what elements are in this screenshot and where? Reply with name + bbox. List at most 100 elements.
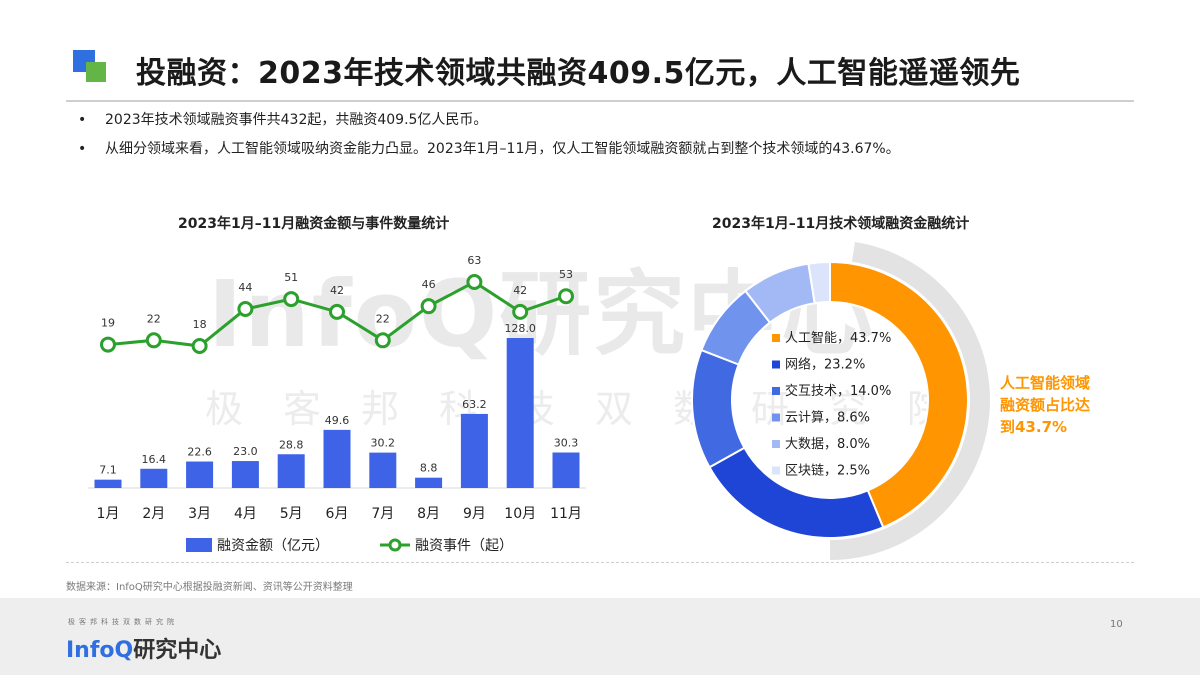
page-title: 投融资：2023年技术领域共融资409.5亿元，人工智能遥遥领先 bbox=[136, 56, 1021, 91]
donut-legend-label: 人工智能，43.7% bbox=[785, 331, 891, 346]
donut-legend-swatch bbox=[772, 360, 780, 369]
donut-legend-swatch bbox=[772, 440, 780, 448]
x-tick-label: 8月 bbox=[417, 506, 440, 522]
bar-value-label: 128.0 bbox=[504, 322, 536, 335]
bar-3 bbox=[186, 461, 214, 488]
donut-slice-1 bbox=[829, 260, 969, 529]
donut-legend-swatch bbox=[772, 334, 780, 342]
events-point-6 bbox=[329, 303, 345, 320]
x-tick-label: 4月 bbox=[234, 506, 257, 522]
bullet-text: 2023年技术领域融资事件共432起，共融资409.5亿人民币。 bbox=[105, 112, 488, 128]
events-value-label: 18 bbox=[193, 318, 207, 331]
events-value-label: 22 bbox=[376, 312, 390, 325]
bar-value-label: 30.2 bbox=[371, 437, 396, 450]
donut-slice-6 bbox=[807, 260, 831, 305]
source-divider bbox=[66, 562, 1134, 563]
events-point-10 bbox=[512, 303, 529, 320]
donut-legend-label: 交互技术，14.0% bbox=[785, 383, 891, 399]
x-tick-label: 10月 bbox=[504, 506, 536, 522]
events-value-label: 19 bbox=[101, 317, 115, 330]
bar-9 bbox=[460, 413, 488, 488]
bar-value-label: 49.6 bbox=[325, 414, 350, 427]
bar-7 bbox=[369, 452, 397, 488]
events-point-5 bbox=[283, 291, 300, 308]
brand-infoq: InfoQ bbox=[66, 638, 134, 663]
events-value-label: 44 bbox=[238, 281, 252, 294]
bar-line-chart: 7.1 1月 16.4 2月 22.6 3月 23.0 4月 28.8 5月 49.6 6月 30.2 7… bbox=[88, 254, 586, 554]
donut-slice-2 bbox=[708, 446, 885, 539]
bar-2 bbox=[140, 468, 168, 488]
donut-annotation-line: 人工智能领域 bbox=[1000, 374, 1090, 392]
donut-legend-swatch bbox=[772, 387, 780, 395]
legend-line-marker bbox=[388, 538, 402, 552]
x-tick-label: 9月 bbox=[463, 506, 486, 522]
donut-legend-label: 云计算，8.6% bbox=[785, 411, 870, 426]
donut-legend-label: 区块链，2.5% bbox=[785, 464, 870, 479]
donut-legend-swatch bbox=[772, 413, 780, 422]
legend-bar-swatch bbox=[186, 538, 212, 552]
events-value-label: 22 bbox=[147, 312, 161, 325]
bullet-item: • 从细分领域来看，人工智能领域吸纳资金能力凸显。2023年1月–11月，仅人工智… bbox=[78, 140, 900, 158]
bullet-item: • 2023年技术领域融资事件共432起，共融资409.5亿人民币。 bbox=[78, 111, 900, 129]
data-source-note: 数据来源：InfoQ研究中心根据投融资新闻、资讯等公开资料整理 bbox=[66, 582, 353, 593]
legend-line-label: 融资事件（起） bbox=[415, 538, 513, 554]
donut-chart: 人工智能，43.7% 网络，23.2% 交互技术，14.0% 云计算，8.6% 大数据，… bbox=[691, 241, 1090, 561]
events-value-label: 46 bbox=[422, 278, 436, 291]
x-tick-label: 2月 bbox=[142, 506, 165, 522]
bar-value-label: 8.8 bbox=[420, 462, 438, 475]
x-tick-label: 3月 bbox=[188, 506, 211, 522]
title-divider bbox=[66, 100, 1134, 102]
bullet-icon: • bbox=[78, 112, 87, 128]
bar-11 bbox=[552, 452, 580, 488]
donut-annotation-line: 到43.7% bbox=[1000, 418, 1067, 436]
events-point-3 bbox=[191, 338, 208, 354]
donut-legend-label: 网络，23.2% bbox=[785, 357, 865, 373]
events-value-label: 63 bbox=[467, 254, 481, 267]
bar-10 bbox=[506, 338, 534, 488]
bar-value-label: 22.6 bbox=[187, 446, 212, 459]
x-tick-label: 1月 bbox=[97, 506, 120, 522]
events-point-8 bbox=[420, 298, 437, 315]
events-value-label: 51 bbox=[284, 271, 298, 284]
legend-bar-label: 融资金额（亿元） bbox=[217, 538, 329, 554]
donut-accent-ring bbox=[830, 241, 990, 561]
bullet-list: • 2023年技术领域融资事件共432起，共融资409.5亿人民币。 • 从细分领域… bbox=[78, 111, 900, 169]
x-tick-label: 5月 bbox=[280, 506, 303, 522]
bar-value-label: 16.4 bbox=[142, 453, 167, 466]
events-point-9 bbox=[466, 274, 483, 290]
bar-line-chart-title: 2023年1月–11月融资金额与事件数量统计 bbox=[178, 216, 450, 232]
footer-brand-logo: InfoQ研究中心 bbox=[66, 632, 221, 664]
bar-6 bbox=[323, 429, 351, 488]
bar-8 bbox=[415, 477, 443, 488]
events-point-2 bbox=[145, 332, 162, 349]
footer-subtitle: 极客邦科技双数研究院 bbox=[68, 618, 178, 626]
donut-chart-title: 2023年1月–11月技术领域融资金融统计 bbox=[712, 216, 970, 232]
events-point-4 bbox=[237, 301, 254, 318]
footer-bar bbox=[0, 598, 1200, 675]
bar-value-label: 23.0 bbox=[233, 445, 258, 458]
x-tick-label: 11月 bbox=[550, 506, 582, 522]
events-point-11 bbox=[558, 288, 574, 305]
bar-1 bbox=[94, 479, 122, 488]
bar-value-label: 63.2 bbox=[462, 398, 487, 411]
bar-4 bbox=[231, 461, 259, 488]
bar-value-label: 30.3 bbox=[554, 436, 579, 449]
x-tick-label: 6月 bbox=[326, 506, 349, 522]
events-point-1 bbox=[100, 336, 116, 353]
logo-square-green bbox=[86, 62, 106, 82]
page-number: 10 bbox=[1110, 619, 1123, 630]
brand-center: 研究中心 bbox=[133, 638, 222, 663]
bar-5 bbox=[277, 454, 305, 488]
x-tick-label: 7月 bbox=[371, 506, 394, 522]
bullet-text: 从细分领域来看，人工智能领域吸纳资金能力凸显。2023年1月–11月，仅人工智能… bbox=[105, 141, 900, 157]
donut-legend-label: 大数据，8.0% bbox=[785, 437, 870, 452]
bullet-icon: • bbox=[78, 141, 87, 157]
bar-value-label: 28.8 bbox=[279, 438, 304, 451]
events-value-label: 53 bbox=[559, 268, 573, 281]
events-value-label: 42 bbox=[513, 284, 527, 297]
donut-annotation-line: 融资额占比达 bbox=[1000, 396, 1090, 414]
donut-slice-3 bbox=[691, 348, 746, 469]
bar-value-label: 7.1 bbox=[99, 464, 117, 477]
events-value-label: 42 bbox=[330, 284, 344, 297]
events-point-7 bbox=[374, 332, 391, 349]
